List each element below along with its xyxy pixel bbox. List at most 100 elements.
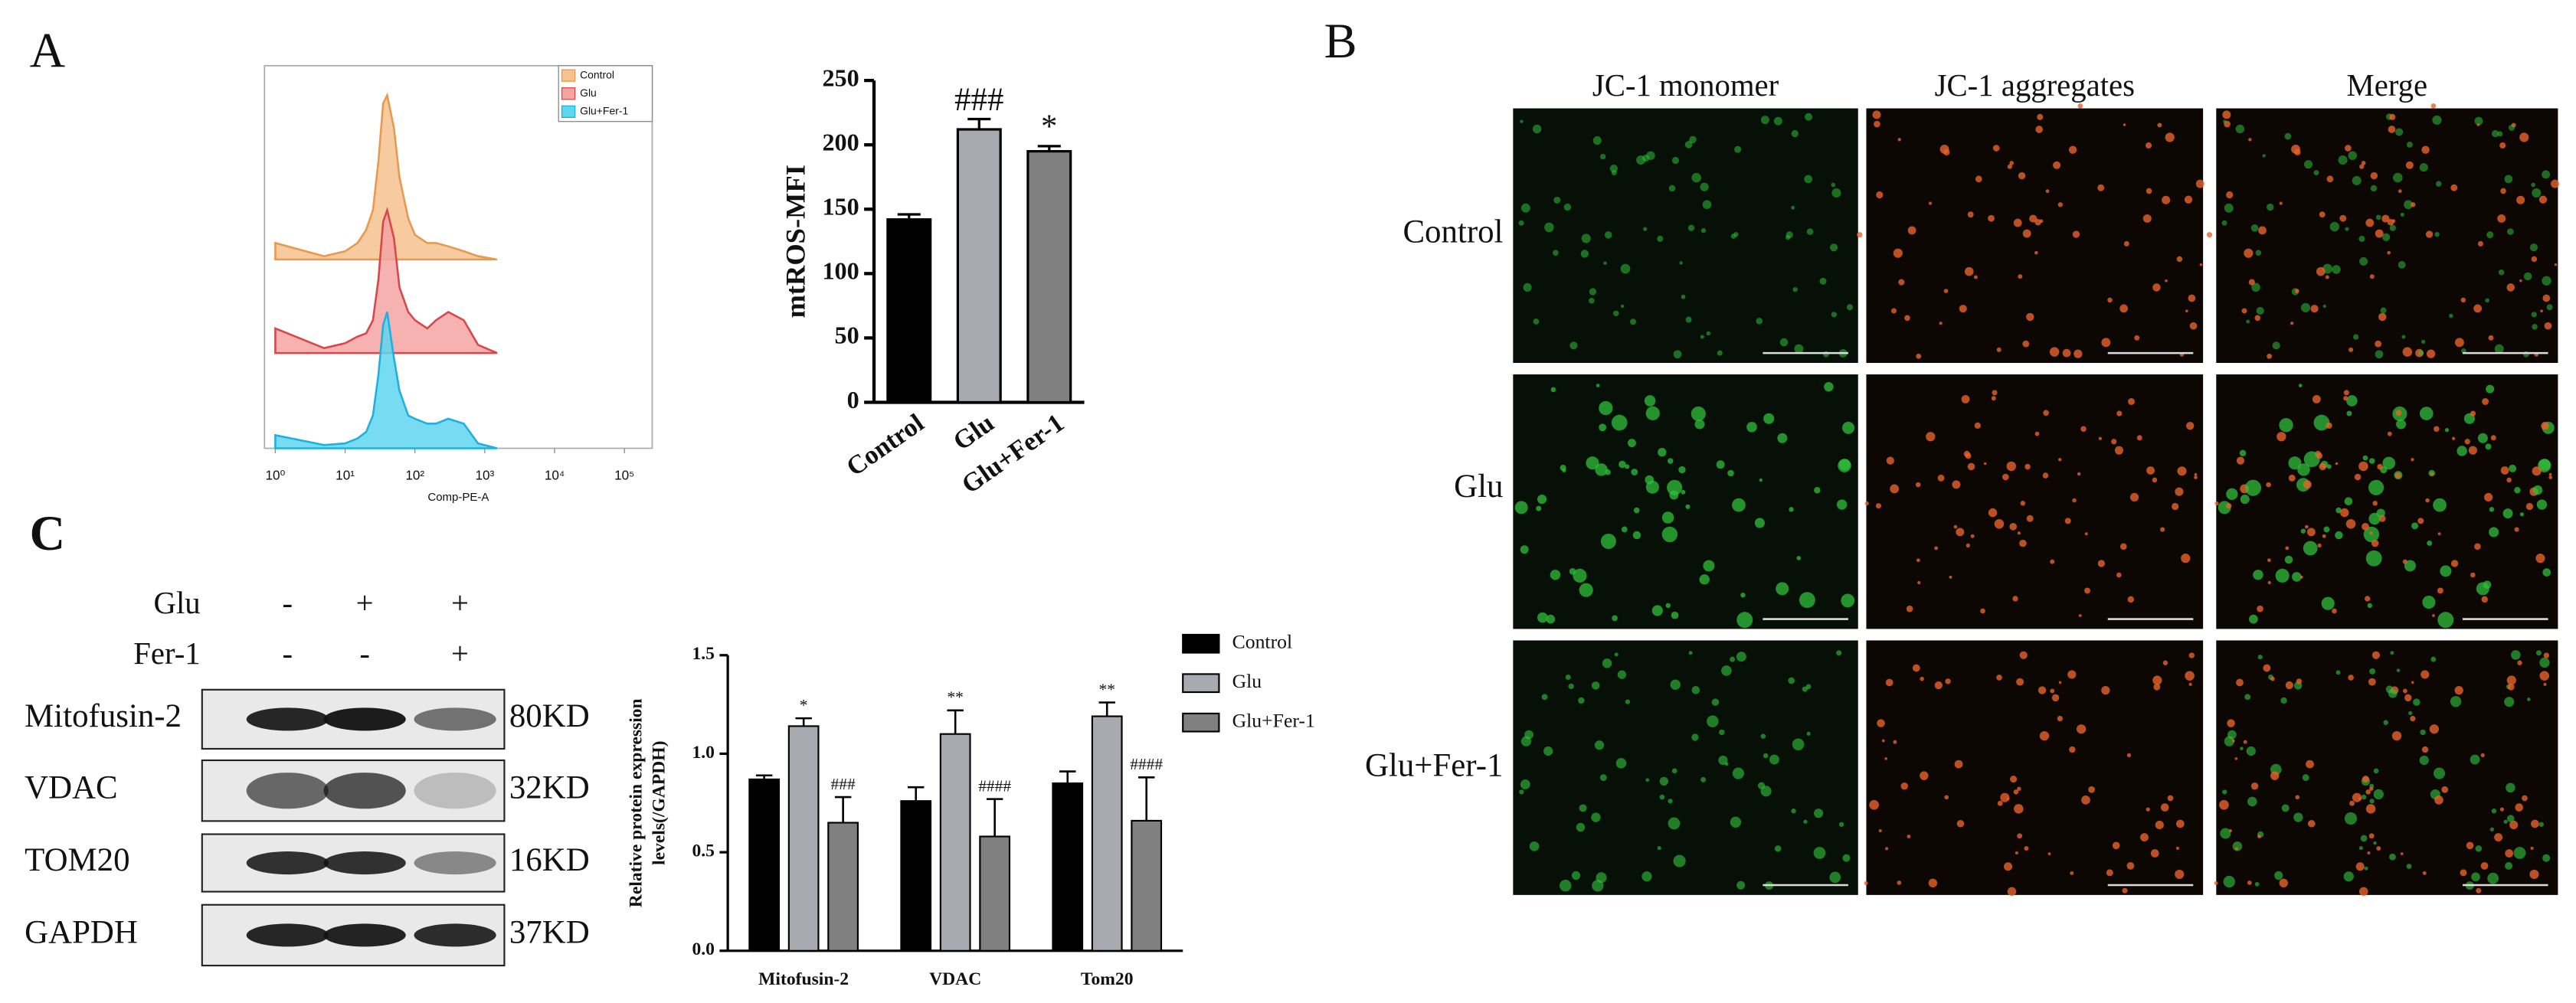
red-signal bbox=[2322, 534, 2326, 538]
red-signal bbox=[2034, 219, 2041, 226]
red-signal bbox=[2348, 675, 2354, 681]
legend-label: Glu+Fer-1 bbox=[1232, 710, 1315, 732]
green-signal bbox=[1831, 182, 1836, 188]
green-signal bbox=[1615, 758, 1627, 769]
size-label: 80KD bbox=[509, 698, 590, 734]
green-signal bbox=[1678, 466, 1686, 474]
red-signal bbox=[1881, 739, 1885, 743]
red-signal bbox=[2339, 214, 2347, 222]
green-signal bbox=[2382, 456, 2396, 470]
blot-band bbox=[414, 851, 496, 875]
green-signal bbox=[2369, 668, 2376, 675]
red-signal bbox=[2516, 195, 2525, 204]
red-signal bbox=[2236, 456, 2245, 465]
red-signal bbox=[2017, 786, 2021, 791]
red-signal bbox=[2371, 651, 2380, 659]
green-signal bbox=[2284, 555, 2293, 564]
condition-mark: - bbox=[283, 586, 293, 620]
red-signal bbox=[2325, 275, 2329, 279]
red-signal bbox=[2013, 789, 2019, 795]
micrograph-background bbox=[2216, 374, 2558, 629]
green-signal bbox=[2498, 270, 2505, 276]
green-signal bbox=[2511, 650, 2521, 660]
green-signal bbox=[2280, 697, 2287, 704]
green-signal bbox=[1792, 286, 1798, 292]
column-header: Merge bbox=[2347, 68, 2428, 103]
green-signal bbox=[2375, 350, 2384, 359]
green-signal bbox=[1657, 235, 1664, 242]
red-signal bbox=[2142, 214, 2152, 223]
green-signal bbox=[2489, 527, 2499, 537]
green-signal bbox=[1579, 583, 1593, 597]
red-signal bbox=[2481, 596, 2488, 603]
red-signal bbox=[2529, 869, 2539, 879]
panel-label: A bbox=[30, 24, 65, 78]
green-signal bbox=[2344, 497, 2353, 506]
blot-band bbox=[323, 773, 406, 809]
green-signal bbox=[2485, 443, 2492, 450]
red-signal bbox=[2119, 543, 2127, 551]
significance-label: * bbox=[1041, 109, 1057, 145]
bar bbox=[1052, 782, 1084, 952]
red-signal bbox=[2460, 869, 2467, 877]
green-signal bbox=[2348, 151, 2358, 160]
bar bbox=[1131, 819, 1163, 952]
blot-band bbox=[246, 923, 329, 947]
green-signal bbox=[1576, 822, 1586, 832]
red-signal bbox=[1900, 782, 1908, 790]
red-signal bbox=[2365, 596, 2371, 602]
red-signal bbox=[2316, 266, 2326, 276]
red-signal bbox=[2266, 482, 2271, 488]
red-signal bbox=[1975, 175, 1982, 183]
micrograph bbox=[1513, 640, 1858, 895]
green-signal bbox=[2345, 227, 2349, 231]
green-signal bbox=[2373, 841, 2377, 845]
green-signal bbox=[2224, 736, 2234, 747]
red-signal bbox=[1877, 719, 1885, 727]
green-signal bbox=[2393, 172, 2403, 183]
bar bbox=[827, 822, 859, 952]
red-signal bbox=[1934, 681, 1943, 690]
red-signal bbox=[1937, 474, 1945, 482]
red-signal bbox=[2062, 348, 2071, 358]
green-signal bbox=[2450, 696, 2462, 707]
red-signal bbox=[2053, 161, 2061, 169]
green-signal bbox=[2313, 414, 2330, 431]
green-signal bbox=[2332, 265, 2341, 274]
red-signal bbox=[2222, 110, 2231, 119]
green-signal bbox=[1791, 809, 1796, 814]
green-signal bbox=[1813, 809, 1824, 818]
green-signal bbox=[2343, 871, 2354, 882]
green-signal bbox=[1684, 141, 1693, 149]
red-signal bbox=[2013, 218, 2022, 227]
row-label: Glu bbox=[1454, 469, 1503, 505]
red-signal bbox=[2370, 172, 2378, 180]
red-signal bbox=[2362, 522, 2369, 531]
micrograph-background bbox=[1513, 108, 1858, 363]
green-signal bbox=[1586, 456, 1599, 470]
red-signal bbox=[2365, 218, 2375, 227]
green-signal bbox=[2323, 526, 2330, 533]
red-signal bbox=[2500, 188, 2506, 194]
red-signal bbox=[2411, 202, 2416, 207]
red-signal bbox=[2476, 887, 2482, 894]
green-signal bbox=[2436, 181, 2442, 187]
red-signal bbox=[2219, 799, 2229, 810]
red-signal bbox=[2312, 394, 2321, 403]
green-signal bbox=[1523, 283, 1532, 292]
red-signal bbox=[2371, 539, 2379, 547]
green-signal bbox=[2313, 170, 2319, 176]
green-signal bbox=[1685, 504, 1691, 509]
green-signal bbox=[2389, 853, 2396, 861]
legend-swatch bbox=[561, 87, 576, 100]
green-signal bbox=[2396, 419, 2407, 430]
green-signal bbox=[1599, 774, 1607, 781]
red-signal bbox=[2450, 184, 2458, 191]
green-signal bbox=[2509, 464, 2517, 472]
condition-label: Glu bbox=[154, 586, 201, 620]
green-signal bbox=[1633, 507, 1640, 514]
red-signal bbox=[2123, 123, 2126, 126]
green-signal bbox=[2390, 651, 2394, 655]
green-signal bbox=[2281, 804, 2290, 812]
red-signal bbox=[2243, 740, 2247, 744]
